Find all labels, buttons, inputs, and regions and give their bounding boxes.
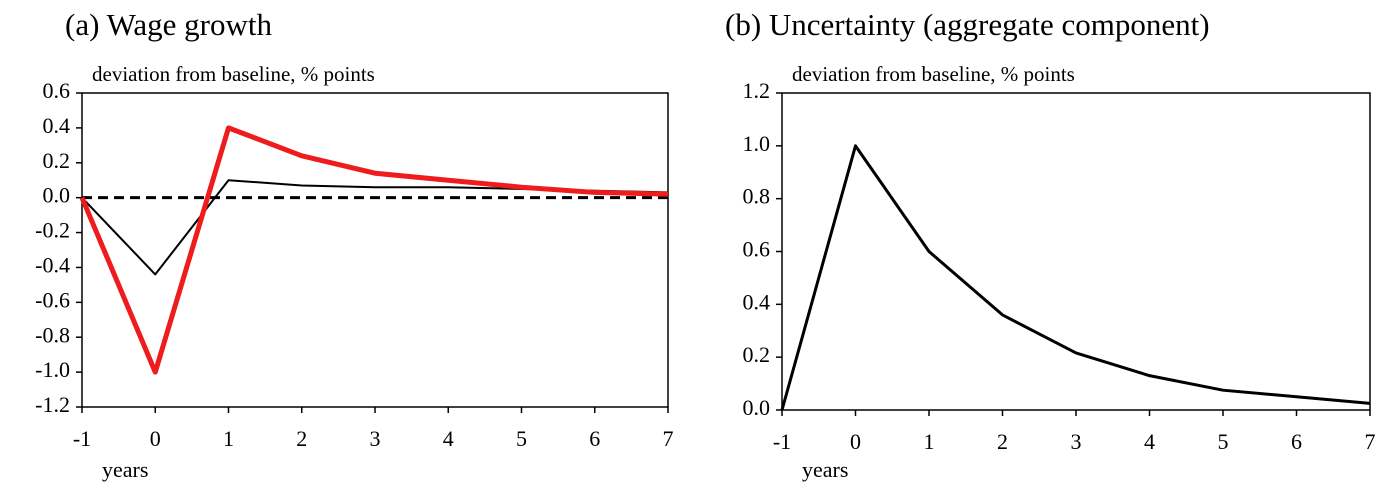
x-tick-label: 4: [1144, 429, 1155, 454]
chart-title: (a) Wage growth: [65, 7, 272, 42]
x-tick-label: 7: [663, 426, 674, 451]
y-tick-label: 0.6: [43, 78, 71, 103]
x-tick-label: 4: [443, 426, 454, 451]
x-tick-label: 2: [296, 426, 307, 451]
x-tick-label: -1: [73, 426, 91, 451]
x-tick-label: 5: [1218, 429, 1229, 454]
x-tick-label: 0: [850, 429, 861, 454]
y-tick-label: 0.0: [743, 395, 771, 420]
x-tick-label: 2: [997, 429, 1008, 454]
y-tick-label: 0.2: [743, 342, 771, 367]
y-tick-label: 0.8: [743, 184, 771, 209]
x-tick-label: 0: [150, 426, 161, 451]
x-tick-label: 3: [370, 426, 381, 451]
y-tick-label: -0.2: [35, 218, 70, 243]
y-tick-label: -1.0: [35, 357, 70, 382]
x-tick-label: 7: [1365, 429, 1376, 454]
x-tick-label: 1: [924, 429, 935, 454]
plot-frame: [781, 92, 1371, 411]
x-tick-label: 6: [1291, 429, 1302, 454]
series-line: [780, 144, 1371, 411]
y-tick-label: 0.4: [743, 289, 771, 314]
y-tick-label: 1.2: [743, 78, 771, 103]
y-tick-label: 1.0: [743, 131, 771, 156]
y-axis-label: deviation from baseline, % points: [92, 62, 375, 86]
y-tick-label: -0.4: [35, 252, 70, 277]
x-axis-label: years: [102, 457, 148, 482]
plot-frame: [81, 92, 669, 408]
y-axis-label: deviation from baseline, % points: [792, 62, 1075, 86]
x-tick-label: 6: [589, 426, 600, 451]
x-tick-label: 3: [1071, 429, 1082, 454]
series-line: [81, 179, 669, 276]
x-tick-label: 1: [223, 426, 234, 451]
y-tick-label: -0.6: [35, 287, 70, 312]
y-tick-label: -0.8: [35, 322, 70, 347]
y-tick-label: 0.0: [43, 183, 71, 208]
chart-title: (b) Uncertainty (aggregate component): [725, 7, 1210, 42]
x-tick-label: 5: [516, 426, 527, 451]
x-axis-label: years: [802, 457, 848, 482]
y-tick-label: -1.2: [35, 392, 70, 417]
y-tick-label: 0.6: [743, 237, 771, 262]
x-tick-label: -1: [773, 429, 791, 454]
series-line: [79, 125, 669, 375]
y-tick-label: 0.2: [43, 148, 71, 173]
y-tick-label: 0.4: [43, 113, 71, 138]
